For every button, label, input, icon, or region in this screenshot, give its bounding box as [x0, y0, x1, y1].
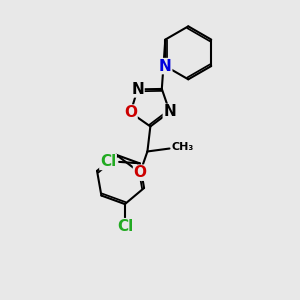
Text: Cl: Cl: [117, 219, 133, 234]
Text: O: O: [124, 105, 137, 120]
Text: CH₃: CH₃: [172, 142, 194, 152]
Text: N: N: [159, 58, 172, 74]
Text: O: O: [134, 165, 147, 180]
Text: N: N: [163, 104, 176, 119]
Text: Cl: Cl: [100, 154, 116, 169]
Text: N: N: [131, 82, 144, 97]
